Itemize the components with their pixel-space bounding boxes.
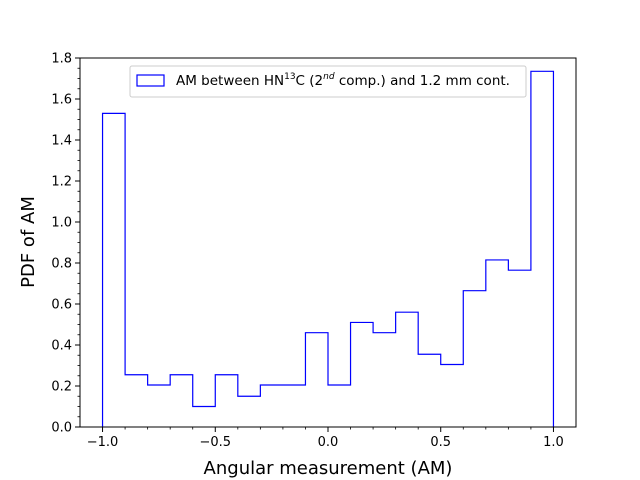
x-tick-label: −1.0 — [87, 435, 119, 450]
legend-box — [129, 65, 527, 98]
x-tick-label: −0.5 — [199, 435, 231, 450]
y-tick-label: 1.0 — [51, 216, 72, 231]
x-tick-label: 0.0 — [318, 435, 339, 450]
y-tick-label: 1.8 — [51, 52, 72, 67]
y-tick-label: 0.4 — [51, 339, 72, 354]
y-tick-label: 1.4 — [51, 134, 72, 149]
x-axis-title: Angular measurement (AM) — [204, 458, 453, 479]
y-tick-label: 0.2 — [51, 380, 72, 395]
y-axis-title: PDF of AM — [18, 196, 39, 288]
plot-frame — [79, 57, 577, 428]
histogram-series-line — [101, 70, 555, 427]
y-tick-label: 1.6 — [51, 93, 72, 108]
y-tick-label: 0.6 — [51, 298, 72, 313]
x-tick-label: 0.5 — [430, 435, 451, 450]
y-tick-label: 0.0 — [51, 421, 72, 436]
legend: AM between HN13C (2nd comp.) and 1.2 mm … — [129, 65, 527, 98]
legend-label: AM between HN13C (2nd comp.) and 1.2 mm … — [176, 72, 510, 89]
ticks-layer: −1.0 −0.5 0.0 0.5 1.0 0.0 0.2 0.4 0.6 0.8 1.0 1.2 1.… — [51, 52, 563, 451]
legend-swatch — [136, 74, 165, 87]
y-tick-label: 0.8 — [51, 257, 72, 272]
x-tick-label: 1.0 — [543, 435, 564, 450]
y-tick-label: 1.2 — [51, 175, 72, 190]
